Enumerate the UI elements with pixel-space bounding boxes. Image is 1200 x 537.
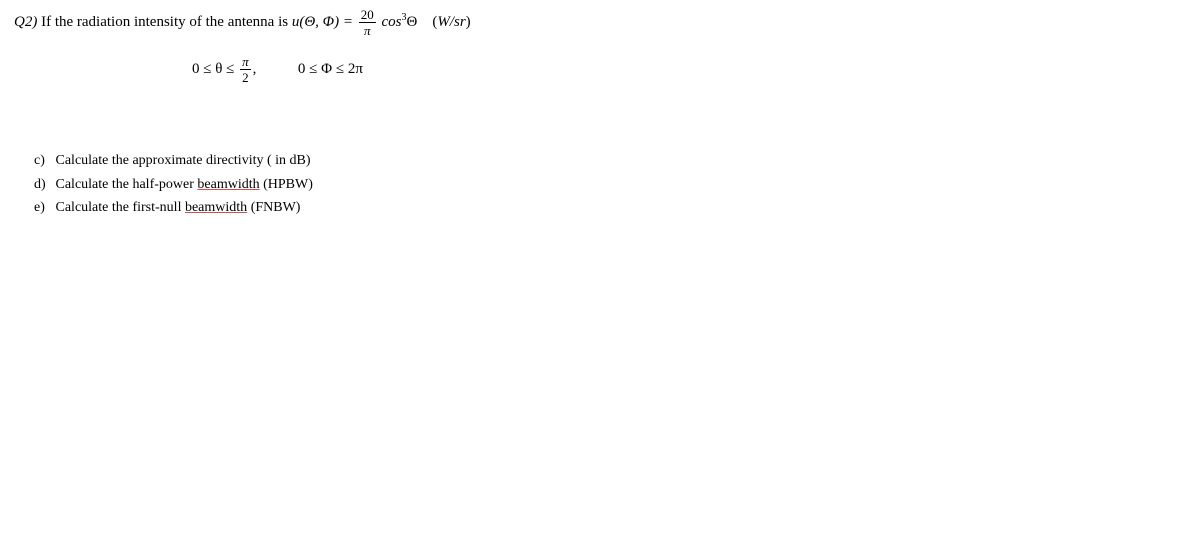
text-d-ul: beamwidth [197, 177, 259, 192]
marker-e: e) [34, 197, 52, 219]
text-d-post: (HPBW) [260, 177, 313, 192]
item-e: e) Calculate the first-null beamwidth (F… [34, 197, 1186, 219]
item-c: c) Calculate the approximate directivity… [34, 150, 1186, 172]
u-func: u(Θ, Φ) = [292, 14, 353, 30]
frac-num: 20 [359, 8, 376, 23]
text-e-ul: beamwidth [185, 200, 247, 215]
cos-base: cos [381, 14, 401, 30]
question-label: Q2) [14, 14, 37, 30]
frac-den: π [359, 23, 376, 37]
item-d: d) Calculate the half-power beamwidth (H… [34, 174, 1186, 196]
question-lead: If the radiation intensity of the antenn… [41, 14, 292, 30]
theta-bound-lhs: 0 ≤ θ ≤ [192, 61, 234, 77]
units-close: ) [466, 14, 471, 30]
theta-comma: , [253, 61, 257, 77]
marker-d: d) [34, 174, 52, 196]
theta-frac-den: 2 [240, 70, 251, 84]
text-c: Calculate the approximate directivity ( … [56, 153, 311, 168]
units-text: W/sr [437, 14, 465, 30]
fraction-pi-over-2: π 2 [240, 55, 251, 84]
fraction-20-over-pi: 20 π [359, 8, 376, 37]
text-e-pre: Calculate the first-null [56, 200, 185, 215]
theta-frac-num: π [240, 55, 251, 70]
phi-bound: 0 ≤ Φ ≤ 2π [298, 61, 363, 77]
cos-arg: Θ [406, 14, 417, 30]
marker-c: c) [34, 150, 52, 172]
text-e-post: (FNBW) [247, 200, 300, 215]
text-d-pre: Calculate the half-power [56, 177, 198, 192]
